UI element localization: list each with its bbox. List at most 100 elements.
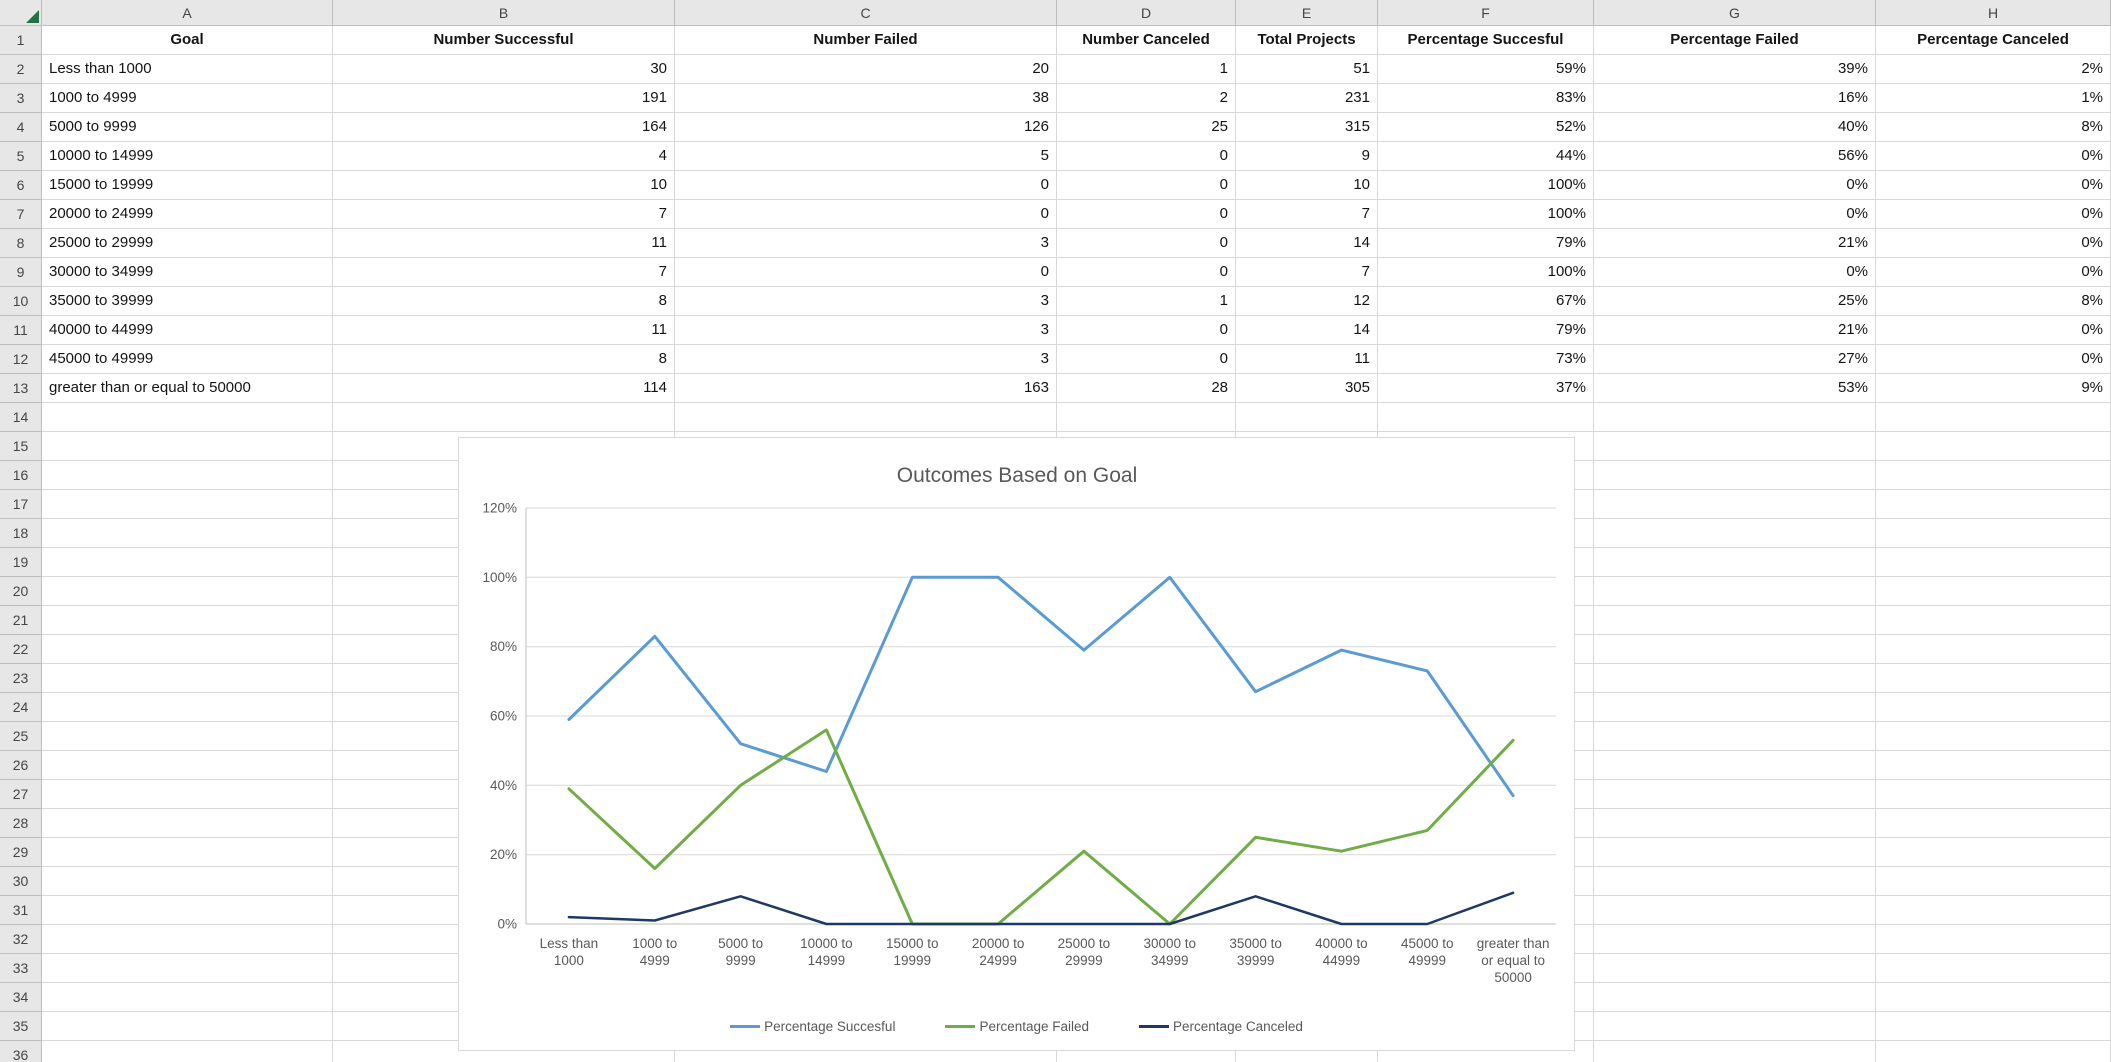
- column-header-F[interactable]: F: [1378, 0, 1594, 26]
- cell-A9[interactable]: 30000 to 34999: [42, 258, 333, 287]
- cell-F3[interactable]: 83%: [1378, 84, 1594, 113]
- cell-A34[interactable]: [42, 983, 333, 1012]
- cell-E10[interactable]: 12: [1236, 287, 1378, 316]
- row-header-28[interactable]: 28: [0, 809, 42, 838]
- legend-item-3[interactable]: Percentage Canceled: [1139, 1019, 1303, 1034]
- cell-C1[interactable]: Number Failed: [675, 26, 1057, 55]
- cell-A33[interactable]: [42, 954, 333, 983]
- cell-G19[interactable]: [1594, 548, 1876, 577]
- cell-H19[interactable]: [1876, 548, 2111, 577]
- cell-A22[interactable]: [42, 635, 333, 664]
- cell-D11[interactable]: 0: [1057, 316, 1236, 345]
- cell-A30[interactable]: [42, 867, 333, 896]
- cell-B3[interactable]: 191: [333, 84, 675, 113]
- cell-H8[interactable]: 0%: [1876, 229, 2111, 258]
- cell-H2[interactable]: 2%: [1876, 55, 2111, 84]
- row-header-6[interactable]: 6: [0, 171, 42, 200]
- cell-D9[interactable]: 0: [1057, 258, 1236, 287]
- cell-F5[interactable]: 44%: [1378, 142, 1594, 171]
- cell-A2[interactable]: Less than 1000: [42, 55, 333, 84]
- cell-H30[interactable]: [1876, 867, 2111, 896]
- row-header-19[interactable]: 19: [0, 548, 42, 577]
- cell-C9[interactable]: 0: [675, 258, 1057, 287]
- row-header-3[interactable]: 3: [0, 84, 42, 113]
- cell-G29[interactable]: [1594, 838, 1876, 867]
- cell-C5[interactable]: 5: [675, 142, 1057, 171]
- cell-G8[interactable]: 21%: [1594, 229, 1876, 258]
- cell-A7[interactable]: 20000 to 24999: [42, 200, 333, 229]
- cell-E14[interactable]: [1236, 403, 1378, 432]
- cell-D12[interactable]: 0: [1057, 345, 1236, 374]
- cell-D6[interactable]: 0: [1057, 171, 1236, 200]
- cell-A3[interactable]: 1000 to 4999: [42, 84, 333, 113]
- cell-G4[interactable]: 40%: [1594, 113, 1876, 142]
- cell-H18[interactable]: [1876, 519, 2111, 548]
- cell-B1[interactable]: Number Successful: [333, 26, 675, 55]
- cell-H24[interactable]: [1876, 693, 2111, 722]
- cell-E1[interactable]: Total Projects: [1236, 26, 1378, 55]
- cell-G5[interactable]: 56%: [1594, 142, 1876, 171]
- cell-G7[interactable]: 0%: [1594, 200, 1876, 229]
- row-header-30[interactable]: 30: [0, 867, 42, 896]
- cell-G20[interactable]: [1594, 577, 1876, 606]
- cell-H34[interactable]: [1876, 983, 2111, 1012]
- cell-E7[interactable]: 7: [1236, 200, 1378, 229]
- cell-D5[interactable]: 0: [1057, 142, 1236, 171]
- cell-E5[interactable]: 9: [1236, 142, 1378, 171]
- row-header-22[interactable]: 22: [0, 635, 42, 664]
- row-header-12[interactable]: 12: [0, 345, 42, 374]
- row-header-5[interactable]: 5: [0, 142, 42, 171]
- cell-H3[interactable]: 1%: [1876, 84, 2111, 113]
- row-header-31[interactable]: 31: [0, 896, 42, 925]
- cell-A27[interactable]: [42, 780, 333, 809]
- cell-F13[interactable]: 37%: [1378, 374, 1594, 403]
- cell-G25[interactable]: [1594, 722, 1876, 751]
- cell-A16[interactable]: [42, 461, 333, 490]
- row-header-26[interactable]: 26: [0, 751, 42, 780]
- cell-D4[interactable]: 25: [1057, 113, 1236, 142]
- cell-A28[interactable]: [42, 809, 333, 838]
- cell-H33[interactable]: [1876, 954, 2111, 983]
- cell-G9[interactable]: 0%: [1594, 258, 1876, 287]
- cell-F11[interactable]: 79%: [1378, 316, 1594, 345]
- cell-H26[interactable]: [1876, 751, 2111, 780]
- cell-G12[interactable]: 27%: [1594, 345, 1876, 374]
- cell-A14[interactable]: [42, 403, 333, 432]
- series-line-1[interactable]: [567, 575, 1515, 798]
- cell-F7[interactable]: 100%: [1378, 200, 1594, 229]
- series-line-2[interactable]: [567, 728, 1515, 926]
- cell-A32[interactable]: [42, 925, 333, 954]
- cell-C6[interactable]: 0: [675, 171, 1057, 200]
- cell-F2[interactable]: 59%: [1378, 55, 1594, 84]
- column-header-G[interactable]: G: [1594, 0, 1876, 26]
- cell-D10[interactable]: 1: [1057, 287, 1236, 316]
- series-line-3[interactable]: [567, 891, 1515, 926]
- cell-A21[interactable]: [42, 606, 333, 635]
- cell-D8[interactable]: 0: [1057, 229, 1236, 258]
- cell-G6[interactable]: 0%: [1594, 171, 1876, 200]
- row-header-23[interactable]: 23: [0, 664, 42, 693]
- cell-A13[interactable]: greater than or equal to 50000: [42, 374, 333, 403]
- cell-C7[interactable]: 0: [675, 200, 1057, 229]
- cell-A26[interactable]: [42, 751, 333, 780]
- cell-E3[interactable]: 231: [1236, 84, 1378, 113]
- column-header-A[interactable]: A: [42, 0, 333, 26]
- cell-H15[interactable]: [1876, 432, 2111, 461]
- cell-E12[interactable]: 11: [1236, 345, 1378, 374]
- legend-item-2[interactable]: Percentage Failed: [945, 1019, 1089, 1034]
- cell-G21[interactable]: [1594, 606, 1876, 635]
- cell-B8[interactable]: 11: [333, 229, 675, 258]
- cell-A5[interactable]: 10000 to 14999: [42, 142, 333, 171]
- cell-H22[interactable]: [1876, 635, 2111, 664]
- cell-E8[interactable]: 14: [1236, 229, 1378, 258]
- cell-C10[interactable]: 3: [675, 287, 1057, 316]
- cell-H4[interactable]: 8%: [1876, 113, 2111, 142]
- row-header-16[interactable]: 16: [0, 461, 42, 490]
- cell-G18[interactable]: [1594, 519, 1876, 548]
- cell-H16[interactable]: [1876, 461, 2111, 490]
- row-header-33[interactable]: 33: [0, 954, 42, 983]
- cell-H21[interactable]: [1876, 606, 2111, 635]
- cell-A29[interactable]: [42, 838, 333, 867]
- cell-D1[interactable]: Number Canceled: [1057, 26, 1236, 55]
- cell-C4[interactable]: 126: [675, 113, 1057, 142]
